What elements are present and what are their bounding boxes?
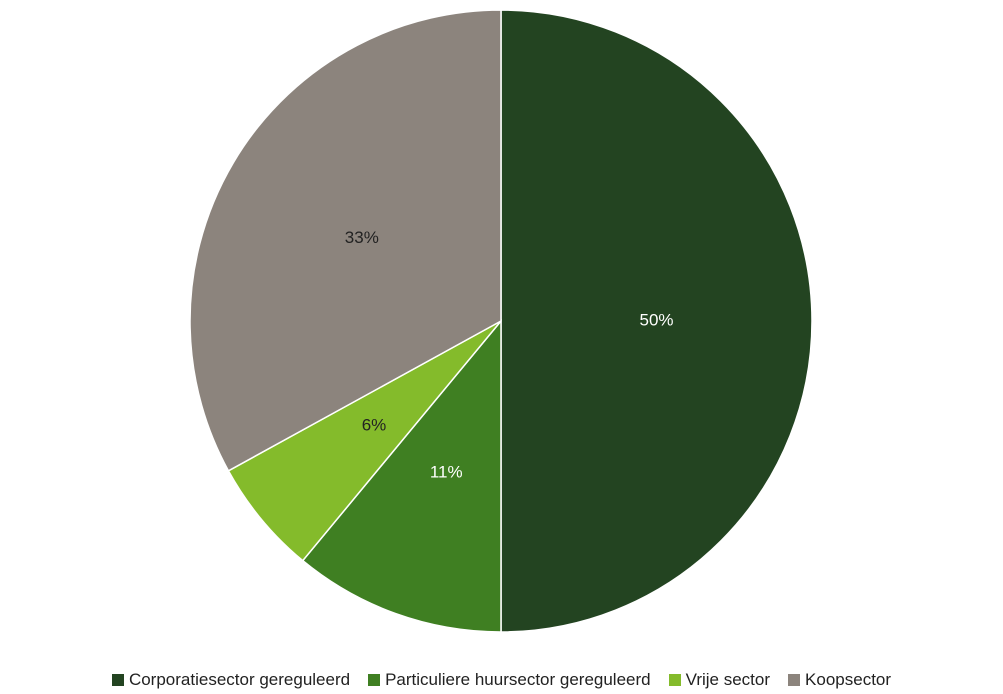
legend-label: Koopsector — [805, 670, 892, 689]
legend-item-corporatiesector-gereguleerd: Corporatiesector gereguleerd — [111, 670, 351, 690]
legend-swatch — [368, 674, 381, 686]
legend-swatch — [111, 674, 124, 686]
legend-item-koopsector: Koopsector — [788, 670, 891, 690]
legend-label: Particuliere huursector gereguleerd — [385, 670, 651, 689]
legend: Corporatiesector gereguleerd Particuliere… — [0, 668, 1003, 692]
slices-group — [189, 9, 813, 633]
labels-group: 50% 11% 6% 33% — [345, 228, 674, 481]
legend-label: Corporatiesector gereguleerd — [128, 670, 351, 689]
data-label-vrije-sector: 6% — [362, 416, 387, 435]
pie-slice-koopsector — [189, 9, 502, 472]
legend-label: Vrije sector — [685, 670, 771, 689]
pie-slice-corporatiesector-gereguleerd — [500, 9, 813, 633]
data-label-corporatiesector-gereguleerd: 50% — [639, 310, 673, 329]
legend-item-vrije-sector: Vrije sector — [668, 670, 771, 690]
data-label-koopsector: 33% — [345, 228, 379, 247]
legend-item-particuliere-huursector-gereguleerd: Particuliere huursector gereguleerd — [368, 670, 651, 690]
legend-swatch — [668, 674, 681, 686]
pie-svg: 50% 11% 6% 33% — [189, 9, 813, 633]
pie-slice-particuliere-huursector-gereguleerd — [301, 318, 502, 633]
data-label-particuliere-huursector-gereguleerd: 11% — [430, 463, 463, 482]
legend-swatch — [788, 674, 801, 686]
